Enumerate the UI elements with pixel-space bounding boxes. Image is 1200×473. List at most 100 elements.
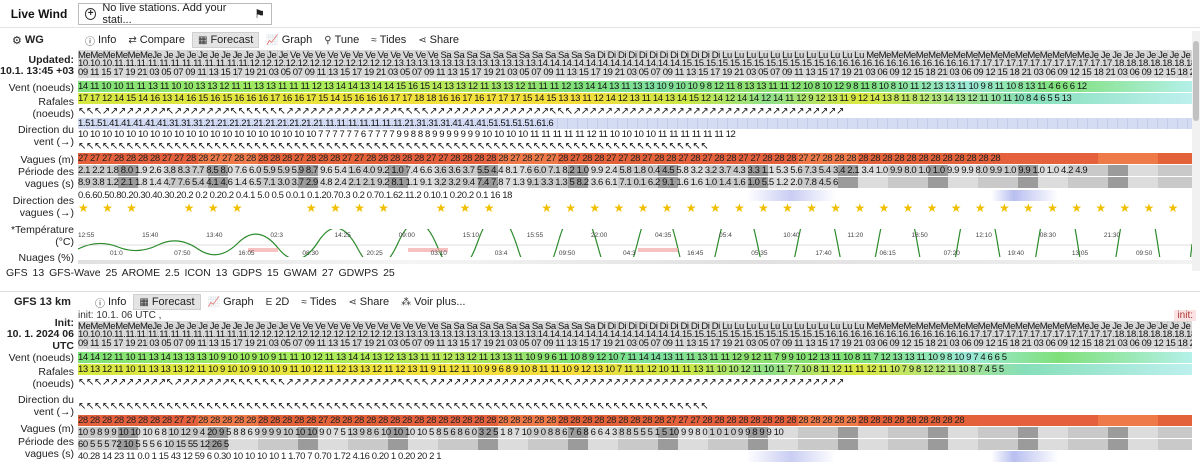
settings-icon: ⚙ [12,34,22,47]
temp-time-label: 15:10 [462,232,479,239]
label-clouds: Nuages (%) [18,252,74,264]
table-icon: ▦ [139,296,149,308]
temp-time-label: 01:0 [110,250,123,257]
add-icon[interactable]: + [85,7,97,20]
waves-row: 27 27 27 28 28 28 28 27 27 28 28 27 27 2… [78,153,1192,164]
temperature-chart [78,229,1192,257]
label-wind-dir: Direction du vent (→) [17,124,74,148]
clouds-row [78,260,1192,264]
chart-icon: 📈 [207,296,221,308]
tab-share[interactable]: ⋖ Share [418,34,460,46]
gfs-wind-dir-arrow-row: ↖↖↖↗↗↗↗↗↗↗↗↖↗↗↗↗↗↗↗↖↖↖↖↖↖↖↗↗↗↗↗↗↗↗↗↗↗↗↗↗… [78,377,844,388]
period-row: 2.1 2.2 1.8 8.0 1.9 2.6 3.8 8.3 7.7 8.5 … [78,165,1192,176]
temp-time-label: 02:3 [270,232,283,239]
temp-time-label: 17:40 [815,250,832,257]
scrollbar-thumb[interactable] [1193,41,1199,121]
temp-time-label: 16:05 [238,250,255,257]
temp-time-label: 11:20 [847,232,864,239]
info-icon: ⓘ [85,36,95,48]
temp-time-label: 09:00 [398,232,415,239]
rating-stars-row: ★ ★ ★ ★ ★ ★ ★ ★ ★ ★ ★ ★ ★ ★ ★ ★ ★ ★ ★ ★ … [78,203,1192,215]
model-list[interactable]: GFS 13 GFS-Wave 25 AROME 2.5 ICON 13 GDP… [6,267,395,279]
updated-label: Updated: [28,54,75,66]
temp-time-label: 06:15 [879,250,896,257]
gfs-init-label: Init: [54,317,74,329]
temp-time-label: 18:50 [911,232,928,239]
temp-time-label: 07:50 [174,250,191,257]
wg-model-name[interactable]: ⚙ WG [12,34,44,47]
gfs-tab-2d[interactable]: Ε 2D [265,296,290,308]
gfs-period2-row: 60 5 5 5 72 10 5 5 5 6 10 15 55 12 26 5 [78,439,1192,450]
temp-time-label: 15:55 [526,232,544,239]
tab-forecast[interactable]: ▦ Forecast [192,32,260,48]
compare-icon: ⇄ [128,34,137,46]
top-bar: Live Wind + No live stations. Add your s… [0,0,1200,28]
temp-time-label: 05:35 [751,250,768,257]
grid-icon: ⁂ [401,296,412,308]
wind-dir-value-row: 1.51.51.41.41.41.41.41.31.31.31.21.21.21… [78,118,1192,129]
gfs-tab-tides[interactable]: ≈ Tides [301,296,337,308]
period2-row: 8.9 3.8 1.2 2.1 1.8 1.4 4.7 7.6 5.4 4.1 … [78,177,1192,188]
tune-icon: ⚲ [324,34,332,46]
live-stations-text: No live stations. Add your stati... [102,1,227,26]
wind-dir-arrow-row: ↖↖↖↗↗↗↗↗↗↗↗↖↗↗↗↗↗↗↗↖↖↖↖↖↖↖↗↗↗↗↗↗↗↗↗↗↗↗↗↗… [78,106,844,117]
info-icon: ⓘ [95,298,105,310]
gfs-label-waves: Vagues (m) [20,423,75,435]
gfs-init-value: 10. 1. 2024 06 UTC [6,328,74,352]
temp-time-label: 12:10 [975,232,992,239]
gfs-tab-share[interactable]: ⋖ Share [348,296,390,308]
gfs-gust-row: 13 13 12 11 10 11 13 13 13 12 11 10 9 10… [78,364,1192,375]
temp-time-label: 04:3 [623,250,636,257]
header-days-row: MeMeMeMeMeMeJe Je Je Je Je Je Je Je Je J… [78,50,1192,61]
label-period: Période des vagues (s) [17,166,74,190]
gfs-tab-graph[interactable]: 📈 Graph [207,296,254,308]
gfs-label-period: Période des vagues (s) [17,436,74,460]
temp-time-label: 08:30 [1039,232,1057,239]
gfs-header-hours-row: 09 11 15 17 19 21 03 05 07 09 11 13 15 1… [78,338,1192,349]
gfs-label-wind: Vent (noeuds) [8,352,74,364]
label-temp: *Température (°C) [10,224,74,248]
temp-time-label: 13:40 [206,232,223,239]
temp-time-label: 21:30 [1103,232,1121,239]
temp-time-label: 16:45 [687,250,704,257]
tab-info[interactable]: ⓘ Info [85,34,117,48]
gfs-header-dates-row: 10.10.10.11.11.11.11.11.11.11.11.11.11.1… [78,329,1192,340]
temp-line [78,229,1192,257]
gfs-forecast-section: GFS 13 km ⓘ Info ▦ Forecast 📈 Graph Ε 2D ≈ Ti… [0,291,1200,473]
gfs-forecast-grid: MeMeMeMeMeMeJe Je Je Je Je Je Je Je Je J… [78,321,1192,473]
header-dates-row: 10.10.10.11.11.11.11.11.11.11.11.11.11.1… [78,58,1192,69]
scrollbar[interactable] [1192,31,1200,271]
temp-warm-band [248,248,278,252]
tab-tune[interactable]: ⚲ Tune [324,34,360,46]
gfs-wave-dir-row: 40.28 14 23 11 0.0 1 15 43 12 59 6 0.30 … [78,451,1192,462]
gfs-tab-info[interactable]: ⓘ Info [95,296,127,310]
temp-warm-band [638,248,678,252]
wg-row-labels: Updated: 10.1. 13:45 +03 Vent (noeuds) R… [0,51,78,271]
gfs-header-days-row: MeMeMeMeMeMeJe Je Je Je Je Je Je Je Je J… [78,321,1192,332]
tab-graph[interactable]: 📈 Graph [266,34,313,46]
temp-time-label: 07:20 [943,250,960,257]
tides-icon: ≈ [371,34,377,46]
temp-time-labels: 12:55 01:0 15:40 07:50 13:40 16:05 02:3 08:30 14… [78,232,1192,262]
gfs-model-name[interactable]: GFS 13 km [14,296,71,308]
live-stations-box[interactable]: + No live stations. Add your stati... ⚑ [78,1,272,26]
gfs-label-wind-dir: Direction du vent (→) [17,394,74,418]
tab-compare[interactable]: ⇄ Compare [128,34,185,46]
tides-icon: ≈ [301,296,307,308]
header-hours-row: 09 11 15 17 19 21 03 05 07 09 11 13 15 1… [78,67,1192,78]
temp-time-label: 09:50 [558,250,576,257]
gfs-wind-row: 14 14 12 11 10 11 13 14 13 13 13 10 9 10… [78,352,1192,363]
dir-number-row: 10 10 10 10 10 10 10 10 10 10 10 10 10 1… [78,129,736,140]
gfs-label-gusts: Rafales (noeuds) [32,366,74,390]
wg-forecast-section: ⚙ WG ⓘ Info ⇄ Compare ▦ Forecast 📈 Graph ⚲ Tu… [0,31,1200,281]
temp-time-label: 10:40 [783,232,800,239]
gfs-tab-forecast[interactable]: ▦ Forecast [133,294,201,310]
gfs-tab-more[interactable]: ⁂ Voir plus... [401,296,466,308]
tab-tides[interactable]: ≈ Tides [371,34,407,46]
gfs-wave-dir-arrow-row: ↖↖↖↖↖↖↖↖↖↖↖↖↖↖↖↖↖↖↖↖↖↖↖↖↖↖↖↖↖↖↖↖↖↖↖↖↖↖↖↖… [78,401,709,412]
wg-forecast-grid: MeMeMeMeMeMeJe Je Je Je Je Je Je Je Je J… [78,50,1192,265]
label-wind: Vent (noeuds) [8,82,74,94]
temp-time-label: 19:40 [1007,250,1024,257]
flag-icon[interactable]: ⚑ [254,6,265,21]
updated-value: 10.1. 13:45 +03 [0,65,74,77]
